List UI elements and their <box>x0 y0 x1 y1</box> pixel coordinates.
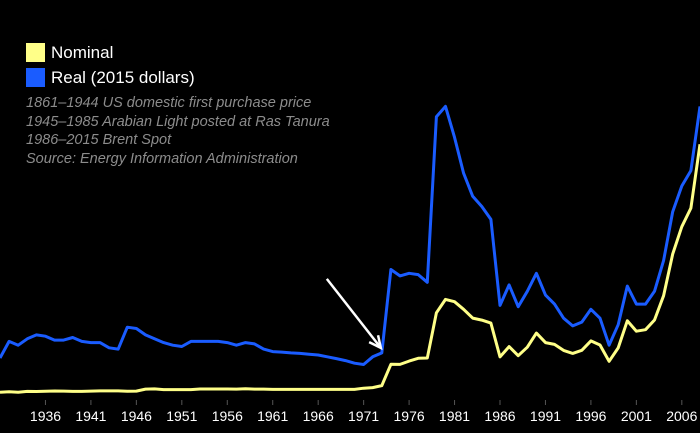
x-tick-label: 1941 <box>75 408 106 424</box>
x-tick-label: 1966 <box>303 408 334 424</box>
real-series-line <box>0 104 700 366</box>
x-tick-label: 1996 <box>575 408 606 424</box>
legend-item-real: Real (2015 dollars) <box>26 65 195 90</box>
legend-label-nominal: Nominal <box>51 42 114 62</box>
x-tick-label: 1971 <box>348 408 379 424</box>
x-tick-label: 1961 <box>257 408 288 424</box>
x-axis: 1936 1941 1946 1951 1956 1961 1966 1971 1976 1981… <box>30 400 698 424</box>
chart-notes: 1861–1944 US domestic first purchase pri… <box>26 94 330 168</box>
series-layer <box>0 104 700 394</box>
arrow-shaft <box>325 278 382 349</box>
legend-label-real: Real (2015 dollars) <box>51 67 195 87</box>
legend-swatch-real <box>26 68 45 87</box>
x-tick-label: 1981 <box>439 408 470 424</box>
legend: Nominal Real (2015 dollars) <box>26 40 195 90</box>
note-source-period-2: 1945–1985 Arabian Light posted at Ras Ta… <box>26 113 330 130</box>
legend-item-nominal: Nominal <box>26 40 195 65</box>
annotation-arrow <box>325 278 383 351</box>
x-tick-label: 1976 <box>394 408 425 424</box>
x-tick-label: 1956 <box>212 408 243 424</box>
note-source-period-1: 1861–1944 US domestic first purchase pri… <box>26 95 312 111</box>
x-tick-label: 1951 <box>166 408 197 424</box>
x-tick-label: 2006 <box>666 408 697 424</box>
x-tick-label: 1986 <box>484 408 515 424</box>
nominal-series-line <box>0 143 700 394</box>
x-tick-label: 1946 <box>121 408 152 424</box>
x-tick-label: 1936 <box>30 408 61 424</box>
arrow-head <box>368 334 383 351</box>
x-tick-label: 2001 <box>621 408 652 424</box>
legend-swatch-nominal <box>26 43 45 62</box>
x-tick-label: 1991 <box>530 408 561 424</box>
note-source-period-3: 1986–2015 Brent Spot <box>26 132 172 149</box>
note-source-attribution: Source: Energy Information Administratio… <box>26 150 298 167</box>
